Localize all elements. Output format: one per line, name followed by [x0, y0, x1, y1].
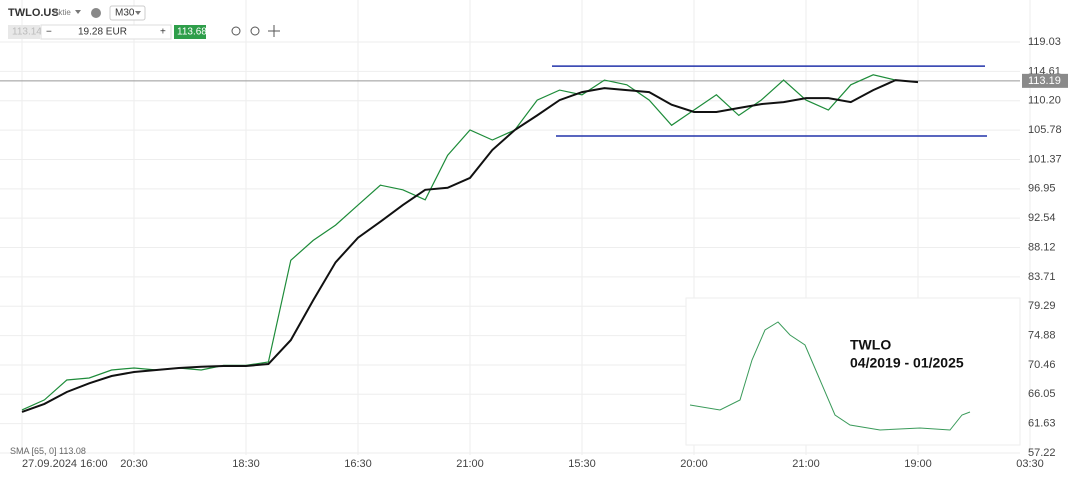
- x-tick-label: 19:00: [904, 458, 932, 470]
- zoom-out-icon[interactable]: [231, 26, 241, 36]
- y-tick-label: 61.63: [1028, 418, 1056, 430]
- y-tick-label: 92.54: [1028, 212, 1056, 224]
- buy-price[interactable]: 113.68: [177, 27, 207, 38]
- y-tick-label: 105.78: [1028, 124, 1062, 136]
- symbol[interactable]: TWLO.US: [8, 7, 59, 19]
- y-tick-label: 70.46: [1028, 359, 1056, 371]
- buy-box[interactable]: [174, 25, 206, 39]
- plus[interactable]: +: [160, 27, 166, 38]
- zoom-in-icon[interactable]: [250, 26, 260, 36]
- sell-box[interactable]: [8, 25, 40, 39]
- plot: [0, 65, 1020, 413]
- asset-type: Aktie: [53, 8, 71, 17]
- last-price-box: [1022, 73, 1068, 88]
- x-tick-label: 21:00: [792, 458, 820, 470]
- y-tick-label: 66.05: [1028, 388, 1056, 400]
- y-tick-label: 88.12: [1028, 241, 1056, 253]
- timeframe[interactable]: M30: [115, 8, 135, 19]
- info-icon[interactable]: [91, 8, 101, 18]
- x-tick-label: 27.09.2024 16:00: [22, 458, 108, 470]
- inset-frame: [685, 297, 1021, 446]
- volume-box[interactable]: [40, 24, 172, 40]
- y-tick-label: 57.22: [1028, 447, 1056, 459]
- indicator-value: 113.08: [59, 446, 86, 456]
- inset-title: TWLO: [850, 337, 891, 353]
- dropdown-icon[interactable]: [75, 10, 81, 14]
- series-line: [21, 79, 919, 413]
- x-tick-label: 20:00: [680, 458, 708, 470]
- indicator-legend: SMA [65, 0] 113.08: [10, 446, 86, 456]
- dropdown-icon: [135, 11, 141, 15]
- x-tick-label: 21:00: [456, 458, 484, 470]
- y-tick-label: 119.03: [1028, 36, 1061, 48]
- y-tick-label: 101.37: [1028, 153, 1062, 165]
- timeframe-box[interactable]: [109, 5, 146, 21]
- x-tick-label: 15:30: [568, 458, 596, 470]
- minus[interactable]: −: [46, 27, 52, 38]
- inset-subtitle: 04/2019 - 01/2025: [850, 355, 964, 371]
- y-tick-label: 79.29: [1028, 300, 1056, 312]
- x-tick-label: 03:30: [1016, 458, 1044, 470]
- inset: TWLO 04/2019 - 01/2025: [685, 297, 1021, 446]
- y-tick-label: 83.71: [1028, 271, 1056, 283]
- inset-picture: [689, 321, 971, 431]
- y-tick-label: 74.88: [1028, 329, 1056, 341]
- y-tick-label: 110.20: [1028, 95, 1061, 107]
- volume[interactable]: 19.28 EUR: [78, 27, 127, 38]
- x-tick-label: 20:30: [120, 458, 148, 470]
- x-tick-label: 18:30: [232, 458, 260, 470]
- sell-price[interactable]: 113.14: [12, 27, 42, 38]
- y-tick-label: 96.95: [1028, 183, 1056, 195]
- crosshair-icon[interactable]: [268, 25, 280, 37]
- last-price-label: 113.19: [1028, 75, 1061, 87]
- x-tick-label: 16:30: [344, 458, 372, 470]
- toolbar: TWLO.US Aktie M30 113.14 − 19.28 EUR + 1…: [8, 5, 280, 40]
- indicator-name: SMA [65, 0]: [10, 446, 57, 456]
